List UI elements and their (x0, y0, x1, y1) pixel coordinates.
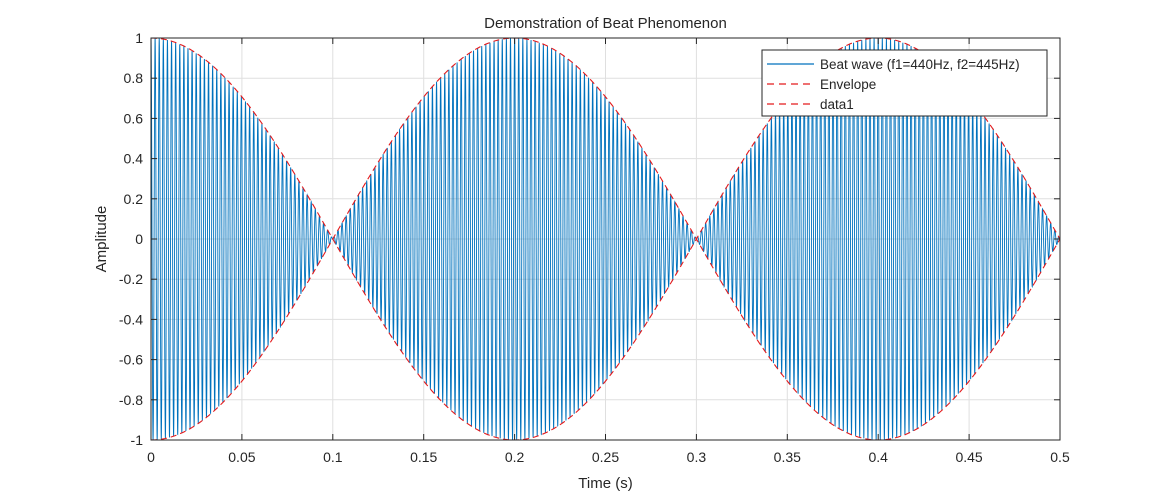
y-tick-label: -1 (131, 432, 144, 448)
axes: 0 0.05 0.1 0.15 0.2 0.25 0.3 0.35 0.4 0.45 0.5 -1 -0… (119, 30, 1070, 465)
data-layer (150, 37, 1061, 441)
x-tick-label: 0.45 (955, 449, 982, 465)
legend: Beat wave (f1=440Hz, f2=445Hz) Envelope … (761, 49, 1048, 117)
legend-entry-data1: data1 (820, 97, 854, 112)
x-axis-label: Time (s) (578, 475, 632, 492)
series-envelope (150, 37, 1061, 241)
x-tick-label: 0.05 (228, 449, 255, 465)
y-tick-label: 0.4 (124, 151, 144, 167)
x-tick-label: 0.4 (868, 449, 888, 465)
y-tick-label: 0.8 (124, 70, 144, 86)
series-data1 (150, 237, 1061, 441)
x-tick-label: 0.3 (687, 449, 707, 465)
y-tick-label: 0.6 (124, 110, 144, 126)
x-tick-label: 0.1 (323, 449, 343, 465)
x-tick-label: 0.15 (410, 449, 437, 465)
x-tick-label: 0.2 (505, 449, 525, 465)
y-axis-label: Amplitude (93, 206, 110, 273)
series-beat-wave (150, 37, 1061, 440)
y-tick-label: 0 (135, 231, 143, 247)
legend-box (761, 49, 1048, 117)
x-tick-label: 0.5 (1050, 449, 1070, 465)
y-tick-label: -0.2 (119, 271, 143, 287)
legend-entry-envelope: Envelope (820, 77, 876, 92)
chart-title: Demonstration of Beat Phenomenon (484, 15, 727, 32)
y-tick-label: -0.8 (119, 392, 143, 408)
y-tick-label: 1 (135, 30, 143, 46)
x-tick-label: 0 (147, 449, 155, 465)
y-tick-label: -0.4 (119, 311, 143, 327)
x-tick-label: 0.25 (592, 449, 619, 465)
legend-entry-beat-wave: Beat wave (f1=440Hz, f2=445Hz) (820, 57, 1020, 72)
x-tick-label: 0.35 (774, 449, 801, 465)
y-tick-label: 0.2 (124, 191, 144, 207)
y-tick-label: -0.6 (119, 352, 143, 368)
